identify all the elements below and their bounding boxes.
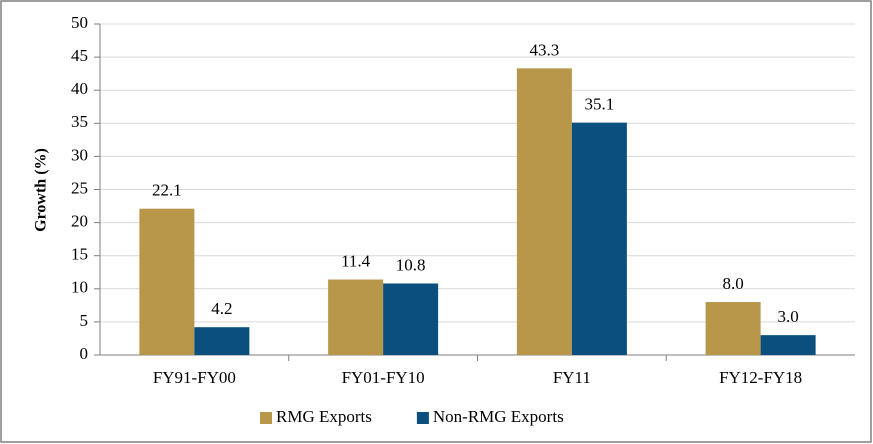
y-axis-label: Growth (%) — [33, 148, 50, 232]
data-label: 8.0 — [723, 274, 744, 293]
data-label: 10.8 — [396, 255, 426, 274]
x-tick-label: FY01-FY10 — [342, 368, 425, 387]
y-tick-label: 40 — [71, 79, 88, 98]
data-label: 4.2 — [211, 299, 232, 318]
legend-label: RMG Exports — [276, 407, 372, 426]
y-tick-label: 35 — [71, 112, 88, 131]
bar — [571, 122, 627, 355]
y-tick-label: 30 — [71, 145, 88, 164]
legend-swatch — [416, 412, 429, 424]
bar — [760, 335, 816, 355]
y-tick-label: 25 — [71, 178, 88, 197]
data-label: 11.4 — [341, 251, 371, 270]
data-label: 22.1 — [152, 181, 182, 200]
y-tick-label: 5 — [80, 311, 89, 330]
y-tick-label: 0 — [80, 344, 89, 363]
legend-swatch — [260, 412, 272, 424]
bar — [383, 283, 439, 355]
data-label: 43.3 — [530, 40, 560, 59]
bar — [705, 302, 761, 355]
y-tick-label: 45 — [71, 46, 88, 65]
bar — [194, 327, 250, 355]
y-tick-label: 15 — [71, 245, 88, 264]
y-tick-label: 20 — [71, 212, 88, 231]
legend-label: Non-RMG Exports — [433, 407, 564, 426]
x-tick-label: FY12-FY18 — [719, 368, 802, 387]
data-label: 3.0 — [778, 307, 799, 326]
x-tick-label: FY11 — [553, 368, 591, 387]
bar — [139, 208, 195, 355]
y-tick-label: 10 — [71, 278, 88, 297]
x-tick-label: FY91-FY00 — [153, 368, 236, 387]
data-label: 35.1 — [585, 95, 615, 114]
bar — [328, 279, 384, 355]
bar — [516, 68, 572, 355]
y-tick-label: 50 — [71, 13, 88, 32]
